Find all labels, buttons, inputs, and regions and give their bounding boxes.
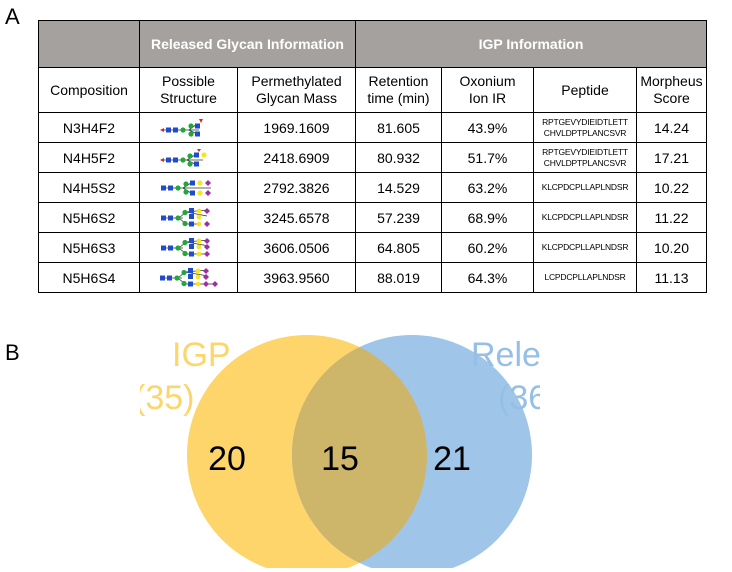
- glycan-structure-icon: [139, 202, 238, 233]
- panel-label-b: B: [5, 340, 20, 365]
- mass-cell: 2418.6909: [237, 142, 356, 173]
- retention-cell: 64.805: [355, 232, 442, 263]
- venn-diagram: IGP (35) Released (36) 20 15 21: [140, 335, 540, 568]
- table-row: N5H6S2: [38, 202, 707, 233]
- composition-cell: N5H6S3: [38, 232, 140, 263]
- table-row: N5H6S4: [38, 262, 707, 293]
- oxonium-cell: 64.3%: [441, 262, 534, 293]
- peptide-line1: LCPDCPLLAPLNDSR: [544, 272, 626, 282]
- peptide-line1: RPTGEVYDIEIDTLETT: [542, 146, 628, 157]
- score-cell: 10.22: [636, 172, 707, 203]
- oxonium-cell: 68.9%: [441, 202, 534, 233]
- released-glycan-header: Released Glycan Information: [139, 20, 356, 68]
- peptide-cell: RPTGEVYDIEIDTLETT CHVLDPTPLANCSVR: [533, 142, 637, 173]
- col-composition: Composition: [38, 67, 140, 113]
- peptide-cell: KLCPDCPLLAPLNDSR: [533, 232, 637, 263]
- peptide-line1: KLCPDCPLLAPLNDSR: [541, 182, 629, 192]
- composition-cell: N4H5S2: [38, 172, 140, 203]
- oxonium-cell: 51.7%: [441, 142, 534, 173]
- composition-cell: N4H5F2: [38, 142, 140, 173]
- panel-label-a: A: [5, 4, 20, 29]
- table-row: N4H5F2 2418.6909: [38, 142, 707, 173]
- score-cell: 11.13: [636, 262, 707, 293]
- glycan-structure-icon: [139, 142, 238, 173]
- col-retention: Retention time (min): [355, 67, 442, 113]
- oxonium-cell: 60.2%: [441, 232, 534, 263]
- venn-igp-only-count: 20: [208, 440, 246, 478]
- peptide-cell: KLCPDCPLLAPLNDSR: [533, 202, 637, 233]
- col-score-line2: Score: [653, 90, 690, 106]
- peptide-line1: RPTGEVYDIEIDTLETT: [542, 116, 628, 127]
- col-mass: Permethylated Glycan Mass: [237, 67, 356, 113]
- glycan-structure-icon: [139, 112, 238, 143]
- peptide-line2: CHVLDPTPLANCSVR: [543, 127, 627, 138]
- peptide-cell: RPTGEVYDIEIDTLETT CHVLDPTPLANCSVR: [533, 112, 637, 143]
- score-cell: 10.20: [636, 232, 707, 263]
- retention-cell: 14.529: [355, 172, 442, 203]
- peptide-line2: CHVLDPTPLANCSVR: [543, 157, 627, 168]
- score-cell: 11.22: [636, 202, 707, 233]
- col-peptide-text: Peptide: [561, 81, 609, 98]
- col-oxonium-line2: Ion IR: [468, 90, 507, 106]
- peptide-cell: KLCPDCPLLAPLNDSR: [533, 172, 637, 203]
- composition-cell: N5H6S4: [38, 262, 140, 293]
- column-header-row: Composition Possible Structure Permethyla…: [38, 67, 707, 113]
- composition-cell: N5H6S2: [38, 202, 140, 233]
- score-cell: 14.24: [636, 112, 707, 143]
- glycan-table: Released Glycan Information IGP Informat…: [38, 20, 707, 293]
- mass-cell: 2792.3826: [237, 172, 356, 203]
- mass-cell: 3606.0506: [237, 232, 356, 263]
- group-header-row: Released Glycan Information IGP Informat…: [38, 20, 707, 68]
- oxonium-cell: 43.9%: [441, 112, 534, 143]
- mass-cell: 1969.1609: [237, 112, 356, 143]
- score-cell: 17.21: [636, 142, 707, 173]
- col-retention-line2: time (min): [367, 90, 430, 106]
- col-oxonium: Oxonium Ion IR: [441, 67, 534, 113]
- glycan-structure-icon: [139, 172, 238, 203]
- venn-released-only-count: 21: [433, 440, 471, 478]
- venn-igp-label: IGP: [172, 336, 231, 374]
- venn-released-total: (36): [498, 379, 540, 417]
- peptide-cell: LCPDCPLLAPLNDSR: [533, 262, 637, 293]
- col-peptide: Peptide: [533, 67, 637, 113]
- table-row: N5H6S3: [38, 232, 707, 263]
- glycan-structure-icon: [139, 232, 238, 263]
- table-row: N4H5S2 2: [38, 172, 707, 203]
- venn-overlap-region: [292, 335, 427, 568]
- col-structure-line1: Possible: [162, 73, 215, 89]
- igp-info-header: IGP Information: [355, 20, 707, 68]
- col-score-line1: Morpheus: [640, 73, 703, 89]
- retention-cell: 57.239: [355, 202, 442, 233]
- oxonium-cell: 63.2%: [441, 172, 534, 203]
- peptide-line1: KLCPDCPLLAPLNDSR: [541, 212, 629, 222]
- venn-released-label: Released: [471, 336, 540, 374]
- mass-cell: 3963.9560: [237, 262, 356, 293]
- col-retention-line1: Retention: [368, 73, 429, 89]
- col-composition-text: Composition: [50, 81, 128, 98]
- retention-cell: 88.019: [355, 262, 442, 293]
- peptide-line1: KLCPDCPLLAPLNDSR: [541, 242, 629, 252]
- retention-cell: 81.605: [355, 112, 442, 143]
- mass-cell: 3245.6578: [237, 202, 356, 233]
- released-glycan-header-text: Released Glycan Information: [151, 36, 344, 52]
- col-oxonium-line1: Oxonium: [459, 73, 516, 89]
- col-structure-line2: Structure: [160, 90, 217, 106]
- venn-igp-total: (35): [140, 379, 194, 417]
- col-structure: Possible Structure: [139, 67, 238, 113]
- composition-cell: N3H4F2: [38, 112, 140, 143]
- venn-overlap-count: 15: [321, 440, 359, 478]
- retention-cell: 80.932: [355, 142, 442, 173]
- glycan-structure-icon: [139, 262, 238, 293]
- col-mass-line1: Permethylated: [251, 73, 342, 89]
- col-mass-line2: Glycan Mass: [256, 90, 337, 106]
- igp-info-header-text: IGP Information: [478, 36, 584, 52]
- col-score: Morpheus Score: [636, 67, 707, 113]
- table-row: N3H4F2 1969.1609 81.605: [38, 112, 707, 143]
- group-header-blank: [38, 20, 140, 68]
